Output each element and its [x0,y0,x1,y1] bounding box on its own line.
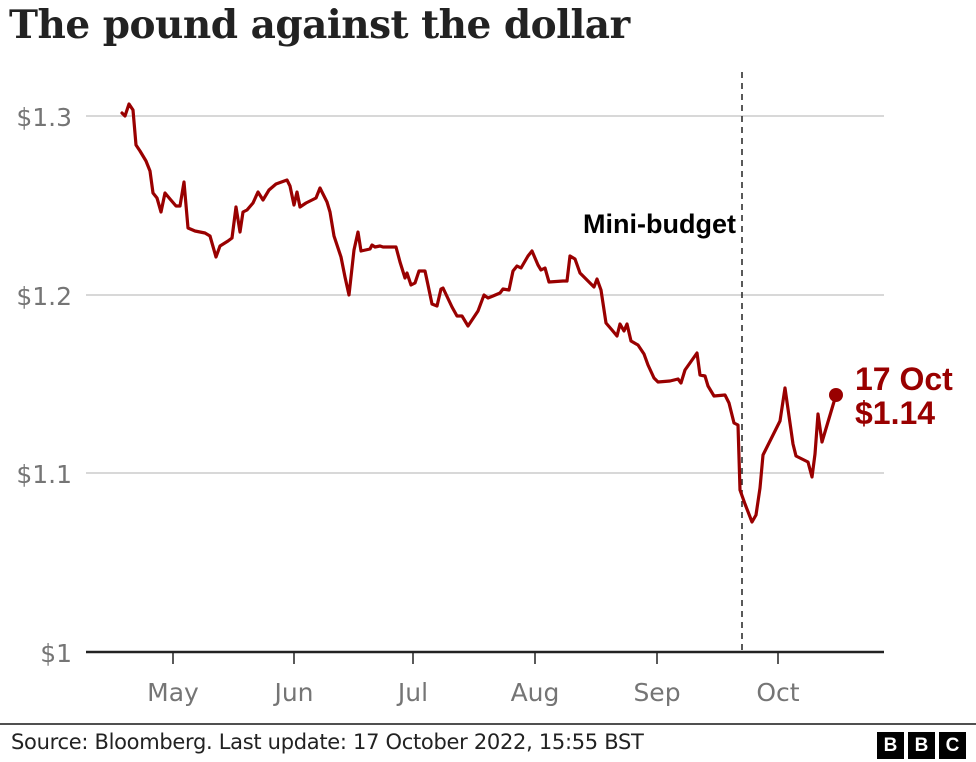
bbc-logo-letter: B [877,732,904,759]
y-tick-label: $1.1 [16,460,72,489]
x-axis-labels: May Jun Jul Aug Sep Oct [147,678,800,707]
footer-divider [0,723,976,725]
line-chart: $1.3 $1.2 $1.1 $1 Mini-budget 17 Oct $1.… [16,72,953,707]
x-tick-label: Aug [511,678,560,707]
x-tick-label: Oct [756,678,799,707]
end-date-label: 17 Oct [855,361,953,397]
x-tick-label: Jun [272,678,313,707]
y-tick-label: $1 [40,639,72,668]
mini-budget-label: Mini-budget [583,209,736,239]
bbc-logo-letter: B [908,732,935,759]
chart-title: The pound against the dollar [9,2,630,48]
bbc-logo-letter: C [939,732,966,759]
y-axis-labels: $1.3 $1.2 $1.1 $1 [16,103,72,668]
gbp-usd-line [120,102,838,524]
x-tick-label: Jul [396,678,428,707]
bbc-logo: B B C [877,732,966,759]
latest-point-marker [829,388,843,402]
y-tick-label: $1.3 [16,103,72,132]
end-value-label: $1.14 [855,395,935,431]
x-tick-label: Sep [633,678,680,707]
x-axis-ticks [172,652,779,664]
source-note: Source: Bloomberg. Last update: 17 Octob… [11,730,644,754]
y-tick-label: $1.2 [16,282,72,311]
x-tick-label: May [147,678,199,707]
